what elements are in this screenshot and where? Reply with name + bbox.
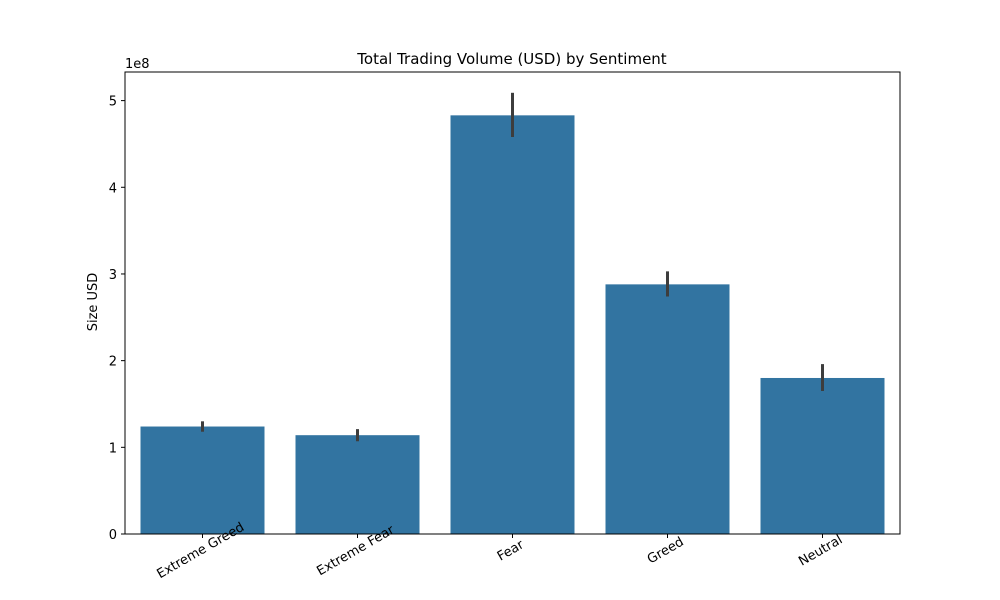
bar <box>295 435 420 534</box>
y-tick-label: 5 <box>109 95 117 110</box>
x-tick-label: Greed <box>645 535 687 568</box>
y-tick-label: 4 <box>109 181 117 196</box>
y-tick-label: 2 <box>109 355 117 370</box>
bar <box>605 284 730 534</box>
y-axis-offset-label: 1e8 <box>125 57 150 72</box>
y-axis-label: Size USD <box>86 273 101 332</box>
x-tick-label: Neutral <box>796 532 845 569</box>
bar <box>140 426 265 534</box>
bars-layer <box>140 115 885 534</box>
error-bars-layer <box>201 92 824 442</box>
bar <box>450 115 575 534</box>
y-tick-label: 0 <box>109 528 117 543</box>
y-tick-label: 3 <box>109 268 117 283</box>
y-tick-label: 1 <box>109 441 117 456</box>
chart-title: Total Trading Volume (USD) by Sentiment <box>356 50 667 68</box>
bar <box>760 377 885 534</box>
x-tick-label: Fear <box>495 537 527 564</box>
y-axis: 0 1 2 3 4 5 <box>109 95 125 543</box>
